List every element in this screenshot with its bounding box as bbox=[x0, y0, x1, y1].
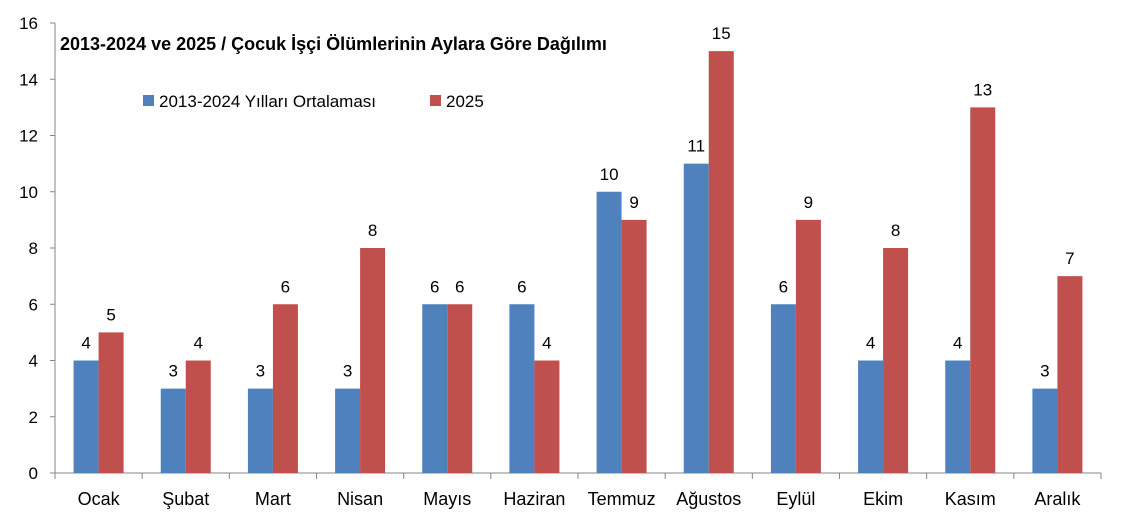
legend-swatch-average bbox=[143, 95, 154, 106]
bar-2025 bbox=[883, 248, 909, 473]
x-tick-label: Ocak bbox=[78, 489, 121, 509]
bar-2025 bbox=[708, 51, 734, 473]
data-label-2025: 5 bbox=[106, 305, 115, 324]
data-label-2025: 4 bbox=[194, 334, 203, 353]
bar-average bbox=[422, 304, 448, 473]
bar-average bbox=[73, 360, 99, 473]
x-tick-label: Ekim bbox=[863, 489, 903, 509]
y-tick-label: 16 bbox=[19, 14, 38, 33]
x-tick-label: Ağustos bbox=[676, 489, 741, 509]
bar-2025 bbox=[272, 304, 298, 473]
data-label-average: 11 bbox=[687, 137, 705, 156]
x-tick-label: Kasım bbox=[945, 489, 996, 509]
y-tick-label: 0 bbox=[29, 464, 38, 483]
x-tick-label: Eylül bbox=[776, 489, 815, 509]
bar-average bbox=[945, 360, 971, 473]
x-tick-label: Nisan bbox=[337, 489, 383, 509]
x-tick-label: Haziran bbox=[503, 489, 565, 509]
data-label-average: 6 bbox=[517, 277, 526, 296]
bar-2025 bbox=[98, 332, 124, 473]
y-tick-label: 14 bbox=[19, 70, 38, 89]
data-label-2025: 9 bbox=[629, 193, 638, 212]
data-label-average: 6 bbox=[779, 277, 788, 296]
chart-title: 2013-2024 ve 2025 / Çocuk İşçi Ölümlerin… bbox=[60, 34, 607, 54]
data-label-average: 3 bbox=[1040, 362, 1049, 381]
data-label-average: 3 bbox=[256, 362, 265, 381]
bar-average bbox=[1032, 388, 1058, 473]
y-tick-label: 6 bbox=[29, 295, 38, 314]
data-label-2025: 8 bbox=[368, 221, 377, 240]
bar-average bbox=[596, 191, 622, 473]
bar-average bbox=[509, 304, 535, 473]
x-tick-label: Temmuz bbox=[588, 489, 656, 509]
data-label-2025: 13 bbox=[973, 80, 992, 99]
bar-2025 bbox=[1057, 276, 1083, 473]
bars bbox=[73, 51, 1083, 473]
x-tick-label: Şubat bbox=[162, 489, 209, 509]
bar-average bbox=[770, 304, 796, 473]
bar-2025 bbox=[970, 107, 996, 473]
bar-average bbox=[247, 388, 273, 473]
data-label-average: 3 bbox=[343, 362, 352, 381]
bar-2025 bbox=[360, 248, 386, 473]
data-label-average: 4 bbox=[81, 334, 90, 353]
legend-swatch-2025 bbox=[430, 95, 441, 106]
y-tick-label: 4 bbox=[29, 352, 38, 371]
bar-average bbox=[683, 163, 709, 473]
data-label-2025: 4 bbox=[542, 334, 551, 353]
bar-average bbox=[335, 388, 361, 473]
data-label-average: 6 bbox=[430, 277, 439, 296]
data-label-2025: 7 bbox=[1065, 249, 1074, 268]
data-label-2025: 9 bbox=[804, 193, 813, 212]
data-label-average: 10 bbox=[600, 165, 619, 184]
data-label-average: 4 bbox=[866, 334, 875, 353]
data-label-average: 3 bbox=[169, 362, 178, 381]
legend: 2013-2024 Yılları Ortalaması 2025 bbox=[143, 92, 484, 111]
bar-2025 bbox=[534, 360, 560, 473]
bar-2025 bbox=[795, 219, 821, 473]
data-label-2025: 6 bbox=[281, 277, 290, 296]
x-tick-label: Aralık bbox=[1034, 489, 1081, 509]
bar-2025 bbox=[447, 304, 473, 473]
bar-average bbox=[858, 360, 884, 473]
bar-2025 bbox=[185, 360, 211, 473]
bar-2025 bbox=[621, 219, 647, 473]
x-tick-label: Mart bbox=[255, 489, 291, 509]
y-tick-label: 2 bbox=[29, 408, 38, 427]
data-label-2025: 15 bbox=[712, 24, 731, 43]
y-tick-label: 8 bbox=[29, 239, 38, 258]
bar-average bbox=[160, 388, 186, 473]
axes: 0 2 4 6 8 10 12 14 16 Ocak Şubat Mart Nisan Mayıs Hazi… bbox=[19, 14, 1102, 509]
legend-label-2025: 2025 bbox=[446, 92, 484, 111]
y-tick-label: 10 bbox=[19, 183, 38, 202]
data-label-average: 4 bbox=[953, 334, 962, 353]
legend-label-average: 2013-2024 Yılları Ortalaması bbox=[159, 92, 376, 111]
x-tick-label: Mayıs bbox=[423, 489, 471, 509]
data-label-2025: 6 bbox=[455, 277, 464, 296]
y-tick-label: 12 bbox=[19, 127, 38, 146]
data-label-2025: 8 bbox=[891, 221, 900, 240]
